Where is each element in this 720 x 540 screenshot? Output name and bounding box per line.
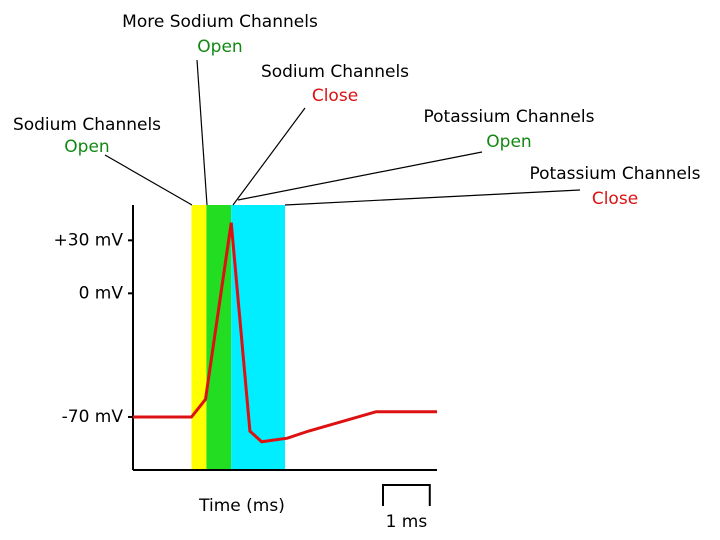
leader-line bbox=[232, 107, 306, 206]
annotation-state: Close bbox=[592, 189, 638, 209]
leader-line bbox=[104, 154, 193, 206]
annotation-text: Sodium Channels bbox=[13, 115, 161, 135]
scale-bar-label: 1 ms bbox=[386, 512, 428, 532]
phase-band bbox=[191, 205, 207, 470]
leader-line bbox=[284, 189, 581, 206]
phase-band bbox=[231, 205, 285, 470]
y-tick-label: -70 mV bbox=[62, 407, 124, 427]
annotation-state: Open bbox=[64, 137, 109, 157]
x-axis-label: Time (ms) bbox=[198, 496, 285, 516]
annotation-text: Potassium Channels bbox=[530, 164, 701, 184]
leader-line bbox=[196, 59, 208, 206]
potential-line bbox=[133, 222, 437, 444]
scale-bar bbox=[382, 484, 431, 506]
annotation-text: Sodium Channels bbox=[261, 62, 409, 82]
annotation-text: Potassium Channels bbox=[424, 107, 595, 127]
y-tick-label: +30 mV bbox=[54, 230, 124, 250]
y-tick-label: 0 mV bbox=[79, 283, 124, 303]
annotation-state: Open bbox=[197, 37, 242, 57]
annotation-state: Close bbox=[312, 86, 358, 106]
leader-line bbox=[237, 151, 483, 201]
annotation-state: Open bbox=[486, 132, 531, 152]
annotation-text: More Sodium Channels bbox=[122, 12, 318, 32]
